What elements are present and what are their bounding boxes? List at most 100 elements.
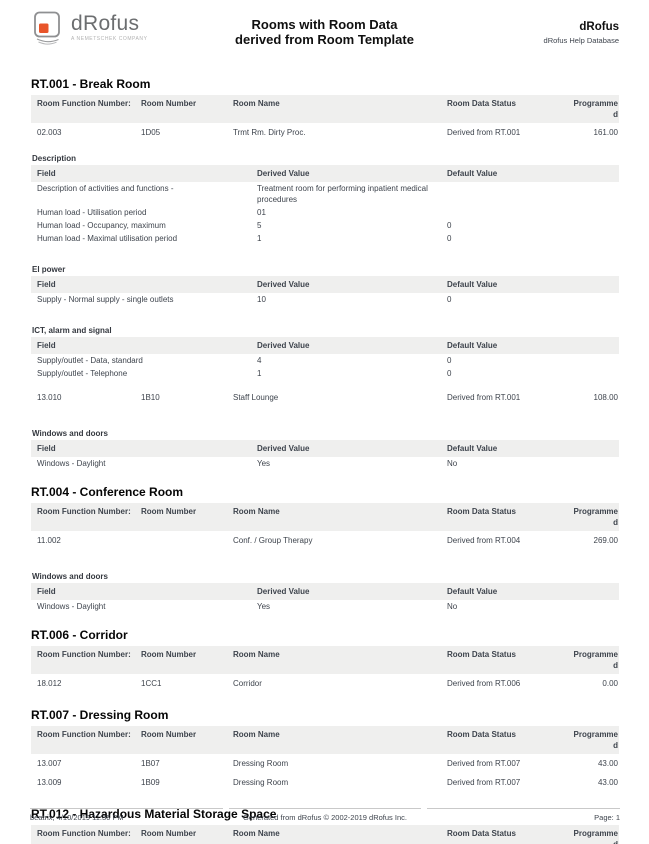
cell-field: Supply - Normal supply - single outlets — [37, 295, 174, 304]
cell-field: Windows - Daylight — [37, 459, 106, 468]
room-row: 13.009 1B09 Dressing Room Derived from R… — [31, 773, 619, 792]
column-header-room-name: Room Name — [233, 507, 280, 516]
section-title: RT.007 - Dressing Room — [31, 708, 169, 722]
cell-room-number — [135, 531, 227, 550]
section-rt012: RT.012 - Hazardous Material Storage Spac… — [31, 807, 619, 844]
column-header-room-data-status: Room Data Status — [447, 507, 516, 516]
column-header-default-value: Default Value — [447, 280, 498, 289]
room-row: 13.007 1B07 Dressing Room Derived from R… — [31, 754, 619, 773]
field-table: Field Derived Value Default Value Supply… — [31, 337, 619, 380]
room-table: Room Function Number: Room Number Room N… — [31, 503, 619, 550]
column-header-programmed: Programmed — [573, 829, 618, 844]
column-header-room-data-status: Room Data Status — [447, 99, 516, 108]
drofus-logo: dRofus A NEMETSCHEK COMPANY — [33, 10, 147, 46]
column-header-derived-value: Derived Value — [257, 587, 310, 596]
field-table: Field Derived Value Default Value Descri… — [31, 165, 619, 245]
cell-room-function-number: 13.009 — [37, 778, 62, 787]
column-header-field: Field — [37, 587, 56, 596]
cell-room-name: Dressing Room — [233, 778, 289, 787]
report-title: Rooms with Room Data derived from Room T… — [120, 17, 529, 47]
column-header-room-name: Room Name — [233, 99, 280, 108]
cell-programmed: 43.00 — [597, 759, 618, 768]
cell-room-data-status: Derived from RT.007 — [447, 759, 521, 768]
section-title: RT.012 - Hazardous Material Storage Spac… — [31, 807, 277, 821]
field-row: Supply/outlet - Telephone 1 0 — [31, 367, 619, 380]
field-group-title: El power — [32, 265, 66, 274]
cell-derived-value: Yes — [257, 602, 271, 611]
room-table: Room Function Number: Room Number Room N… — [31, 726, 619, 792]
room-table: Room Function Number: Room Number Room N… — [31, 95, 619, 142]
cell-programmed: 108.00 — [593, 393, 618, 402]
room-table-header-row: Room Function Number: Room Number Room N… — [31, 825, 619, 844]
section-rt006: RT.006 - Corridor Room Function Number: … — [31, 628, 619, 693]
column-header-room-function-number: Room Function Number: — [37, 507, 131, 516]
cell-field: Human load - Occupancy, maximum — [37, 221, 166, 230]
cell-room-data-status: Derived from RT.006 — [447, 679, 521, 688]
column-header-room-number: Room Number — [141, 730, 197, 739]
cell-default-value: 0 — [447, 369, 452, 378]
field-row: Windows - Daylight Yes No — [31, 457, 619, 470]
field-group-ict: ICT, alarm and signal Field Derived Valu… — [31, 326, 619, 380]
cell-default-value — [441, 182, 619, 206]
drofus-logo-icon — [34, 11, 60, 45]
field-table-header-row: Field Derived Value Default Value — [31, 337, 619, 354]
field-group-windows-doors: Windows and doors Field Derived Value De… — [31, 429, 619, 470]
room-table-header-row: Room Function Number: Room Number Room N… — [31, 503, 619, 531]
column-header-room-name: Room Name — [233, 650, 280, 659]
column-header-derived-value: Derived Value — [257, 169, 310, 178]
cell-derived-value: 01 — [257, 208, 266, 217]
cell-programmed: 161.00 — [593, 128, 618, 137]
cell-derived-value: Yes — [257, 459, 271, 468]
cell-room-number: 1B10 — [141, 393, 160, 402]
column-header-room-data-status: Room Data Status — [447, 730, 516, 739]
cell-room-function-number: 13.010 — [37, 393, 62, 402]
room-table: Room Function Number: Room Number Room N… — [31, 646, 619, 693]
cell-room-number: 1B09 — [141, 778, 160, 787]
column-header-room-function-number: Room Function Number: — [37, 650, 131, 659]
cell-room-function-number: 02.003 — [37, 128, 62, 137]
footer-user-timestamp: beatrix, 4/10/2019 11:36 PM — [30, 808, 223, 822]
room-row: 13.010 1B10 Staff Lounge Derived from RT… — [31, 388, 619, 407]
column-header-room-number: Room Number — [141, 650, 197, 659]
cell-room-name: Dressing Room — [233, 759, 289, 768]
field-group-title: Windows and doors — [32, 429, 108, 438]
room-table-header-row: Room Function Number: Room Number Room N… — [31, 95, 619, 123]
cell-derived-value: Treatment room for performing inpatient … — [257, 184, 428, 204]
cell-room-function-number: 11.002 — [37, 536, 61, 545]
column-header-room-function-number: Room Function Number: — [37, 730, 131, 739]
room-row: 02.003 1D05 Trmt Rm. Dirty Proc. Derived… — [31, 123, 619, 142]
field-row: Human load - Maximal utilisation period … — [31, 232, 619, 245]
field-group-windows-doors: Windows and doors Field Derived Value De… — [31, 572, 619, 613]
room-table: Room Function Number: Room Number Room N… — [31, 825, 619, 844]
cell-default-value: 0 — [447, 295, 452, 304]
cell-derived-value: 1 — [257, 234, 262, 243]
field-table-header-row: Field Derived Value Default Value — [31, 165, 619, 182]
report-body: RT.001 - Break Room Room Function Number… — [0, 77, 649, 844]
field-group-el-power: El power Field Derived Value Default Val… — [31, 265, 619, 306]
cell-programmed: 0.00 — [602, 679, 618, 688]
field-row: Supply/outlet - Data, standard 4 0 — [31, 354, 619, 367]
column-header-room-data-status: Room Data Status — [447, 829, 516, 838]
column-header-default-value: Default Value — [447, 169, 498, 178]
cell-room-name: Corridor — [233, 679, 262, 688]
section-rt001: RT.001 - Break Room Room Function Number… — [31, 77, 619, 470]
field-group-title: Description — [32, 154, 77, 163]
column-header-room-number: Room Number — [141, 99, 197, 108]
field-table-header-row: Field Derived Value Default Value — [31, 440, 619, 457]
field-group-description: Description Field Derived Value Default … — [31, 154, 619, 245]
column-header-default-value: Default Value — [447, 587, 498, 596]
document-brand: dRofus — [579, 21, 619, 33]
page-header: dRofus A NEMETSCHEK COMPANY Rooms with R… — [0, 0, 649, 50]
room-table: 13.010 1B10 Staff Lounge Derived from RT… — [31, 388, 619, 407]
column-header-derived-value: Derived Value — [257, 341, 310, 350]
cell-field: Human load - Maximal utilisation period — [37, 234, 178, 243]
column-header-room-name: Room Name — [233, 829, 280, 838]
column-header-room-number: Room Number — [141, 829, 197, 838]
field-row: Human load - Occupancy, maximum 5 0 — [31, 219, 619, 232]
cell-default-value: 0 — [447, 356, 452, 365]
column-header-room-function-number: Room Function Number: — [37, 99, 131, 108]
cell-derived-value: 5 — [257, 221, 262, 230]
column-header-programmed: Programmed — [573, 507, 618, 527]
report-title-line1: Rooms with Room Data — [251, 17, 398, 32]
cell-field: Supply/outlet - Telephone — [37, 369, 128, 378]
